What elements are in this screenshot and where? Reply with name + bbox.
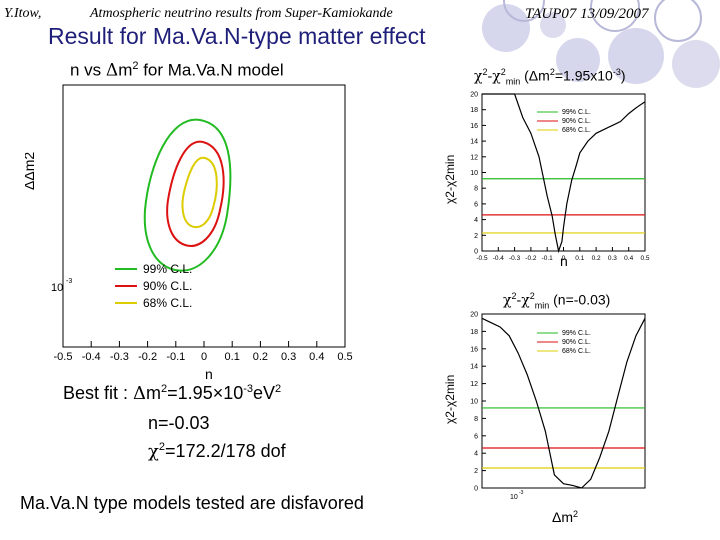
ytick-label: 8 xyxy=(474,186,478,193)
contour-90 xyxy=(166,140,225,247)
right-chart1-ylabel: χ2-χ2min xyxy=(443,155,457,204)
contour-xtick-label: 0 xyxy=(201,351,207,363)
rc1-legend-label-68: 68% C.L. xyxy=(562,127,591,134)
rc2-legend-label-90: 90% C.L. xyxy=(562,339,591,346)
contour-ylabel: ΔΔm2 xyxy=(25,152,37,190)
ytick-label: 18 xyxy=(470,107,478,114)
right-chart2-title: χ2-χ2min (n=-0.03) xyxy=(503,291,611,311)
contour-xtick-label: -0.2 xyxy=(138,351,157,363)
contour-xtick-label: 0.5 xyxy=(337,351,352,363)
legend-label-90: 90% C.L. xyxy=(143,279,192,293)
right-chart2-xtick-exp: -3 xyxy=(519,490,524,496)
right-chart2-xtick: 10 xyxy=(510,494,518,501)
ytick-label: 20 xyxy=(470,312,478,319)
slide-title: Result for Ma.Va.N-type matter effect xyxy=(48,23,426,49)
best-fit-line2: n=-0.03 xyxy=(148,413,210,433)
decorative-circle xyxy=(672,40,720,88)
decorative-circle xyxy=(608,28,664,84)
right-chart1: χ2-χ2min 0 2 4 6 8 10 12 14 16 18 20 -0.5 -0.4 -0.3 -0… xyxy=(443,92,650,270)
xtick-label: -0.2 xyxy=(525,255,537,262)
best-fit-line3: χ2=172.2/178 dof xyxy=(148,441,286,462)
right-chart1-xlabel: n xyxy=(560,253,568,269)
xtick-label: -0.4 xyxy=(493,255,505,262)
contour-chart: -0.5 -0.4 -0.3 -0.2 -0.1 0 0.1 0.2 0.3 0.4 0.5 n ΔΔ… xyxy=(25,84,353,365)
xtick-label: -0.5 xyxy=(476,255,488,262)
contour-legend: 99% C.L. 90% C.L. 68% C.L. xyxy=(115,262,192,310)
ytick-label: 14 xyxy=(470,364,478,371)
xtick-label: 0.4 xyxy=(624,255,633,262)
ytick-label: 16 xyxy=(470,346,478,353)
ytick-label: 4 xyxy=(474,451,478,458)
decorative-circle xyxy=(556,38,600,82)
contour-68 xyxy=(181,156,218,228)
ytick-label: 18 xyxy=(470,329,478,336)
xtick-label: 0.3 xyxy=(608,255,617,262)
contour-ytick: 10 xyxy=(51,282,63,294)
contour-frame xyxy=(62,84,346,348)
ytick-label: 6 xyxy=(474,433,478,440)
right-chart2-frame xyxy=(481,313,646,489)
ytick-label: 14 xyxy=(470,139,478,146)
ytick-label: 2 xyxy=(474,468,478,475)
contour-xtick-label: -0.5 xyxy=(54,351,73,363)
ytick-label: 20 xyxy=(470,92,478,99)
header-author: Y.Itow, xyxy=(4,6,42,21)
contour-xlabel: n xyxy=(205,364,213,365)
ytick-label: 10 xyxy=(470,399,478,406)
ytick-label: 4 xyxy=(474,217,478,224)
contour-xtick-label: -0.4 xyxy=(82,351,101,363)
decorative-circle xyxy=(540,12,566,38)
contour-xtick-label: 0.3 xyxy=(281,351,296,363)
header-conference: TAUP07 13/09/2007 xyxy=(525,6,649,22)
contour-xtick-label: -0.1 xyxy=(166,351,185,363)
xtick-label: 0 xyxy=(562,255,566,262)
right-chart1-curve xyxy=(482,93,646,254)
contour-xtick-label: 0.1 xyxy=(225,351,240,363)
right-chart2-curve xyxy=(481,317,646,489)
decorative-circle xyxy=(654,0,702,42)
right-chart1-title: χ2-χ2min (Δm2=1.95x10-3) xyxy=(474,67,626,87)
ytick-label: 12 xyxy=(470,381,478,388)
ytick-label: 10 xyxy=(470,170,478,177)
ytick-label: 0 xyxy=(474,486,478,493)
header-talk-title: Atmospheric neutrino results from Super-… xyxy=(90,6,393,21)
legend-label-68: 68% C.L. xyxy=(143,296,192,310)
contour-99 xyxy=(143,118,232,272)
right-chart2-legend: 99% C.L. 90% C.L. 68% C.L. xyxy=(537,330,591,355)
ytick-label: 0 xyxy=(474,249,478,256)
right-chart1-legend: 99% C.L. 90% C.L. 68% C.L. xyxy=(537,109,591,134)
best-fit-line1: Best fit : Δm2=1.95×10-3eV2 xyxy=(63,383,282,404)
conclusion-text: Ma.Va.N type models tested are disfavore… xyxy=(20,493,364,513)
xtick-label: -0.3 xyxy=(509,255,521,262)
rc1-legend-label-99: 99% C.L. xyxy=(562,109,591,116)
ytick-label: 16 xyxy=(470,123,478,130)
xtick-label: 0.5 xyxy=(640,255,649,262)
xtick-label: 0.1 xyxy=(575,255,584,262)
xtick-label: -0.1 xyxy=(542,255,554,262)
rc2-legend-label-68: 68% C.L. xyxy=(562,348,591,355)
right-chart2-ylabel: χ2-χ2min xyxy=(443,375,457,424)
contour-xtick-label: 0.2 xyxy=(253,351,268,363)
ytick-label: 2 xyxy=(474,233,478,240)
best-fit-n-symbol: n xyxy=(205,366,213,382)
contour-xtick-label: -0.3 xyxy=(110,351,129,363)
contour-xtick-label: 0.4 xyxy=(309,351,324,363)
rc1-legend-label-90: 90% C.L. xyxy=(562,118,591,125)
contour-ytick-exp: -3 xyxy=(66,278,72,285)
xtick-label: 0.2 xyxy=(592,255,601,262)
ytick-label: 12 xyxy=(470,154,478,161)
right-chart2: χ2-χ2min 0 2 4 6 8 10 12 14 16 18 20 99% C.L. 90% … xyxy=(443,312,646,525)
legend-label-99: 99% C.L. xyxy=(143,262,192,276)
ytick-label: 8 xyxy=(474,416,478,423)
ytick-label: 6 xyxy=(474,201,478,208)
right-chart2-xlabel: Δm2 xyxy=(552,509,578,525)
rc2-legend-label-99: 99% C.L. xyxy=(562,330,591,337)
contour-title: n vs Δm2 for Ma.Va.N model xyxy=(70,60,284,81)
